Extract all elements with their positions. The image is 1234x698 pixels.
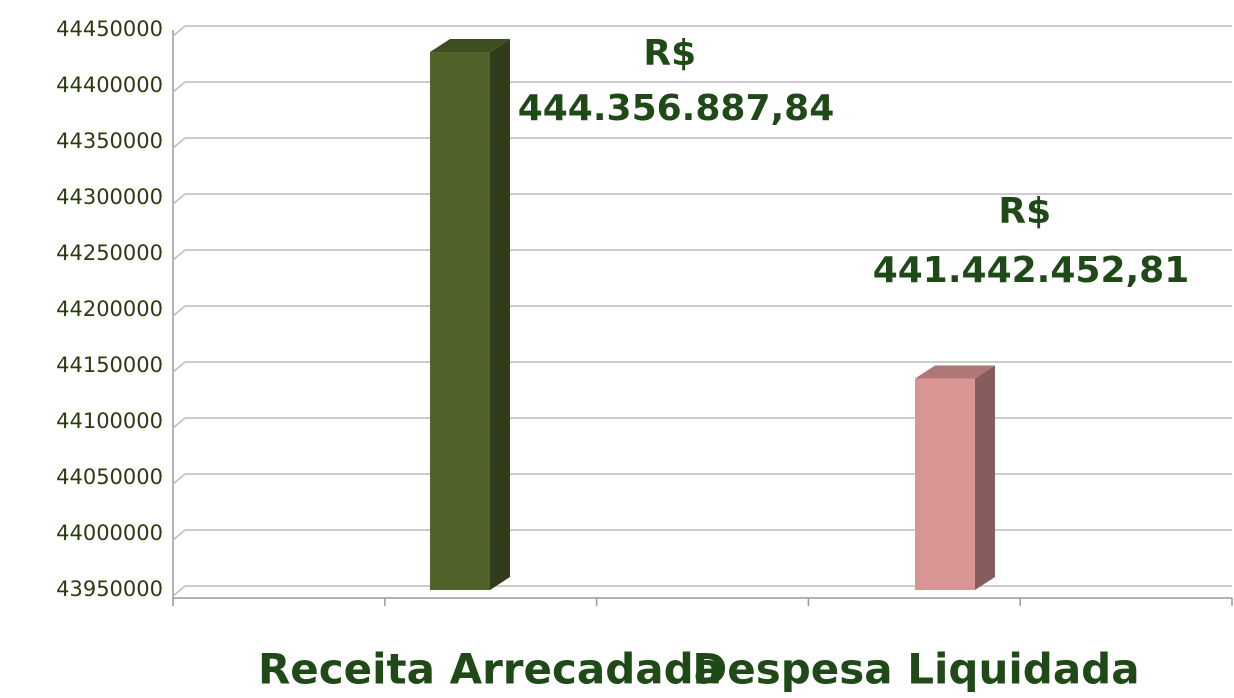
y-tick-label: 43950000 (56, 577, 163, 601)
bar-side (490, 39, 510, 590)
y-tick-label: 44100000 (56, 409, 163, 433)
y-tick-label: 44000000 (56, 521, 163, 545)
grid-diag (172, 417, 186, 429)
y-tick-label: 44250000 (56, 241, 163, 265)
grid-diag (172, 529, 186, 541)
grid-diag (172, 361, 186, 373)
grid-diag (172, 249, 186, 261)
y-tick-label: 44350000 (56, 129, 163, 153)
y-tick-label: 44300000 (56, 185, 163, 209)
y-tick-label: 44150000 (56, 353, 163, 377)
y-tick-label: 44050000 (56, 465, 163, 489)
grid-diag (172, 81, 186, 93)
grid-diag (172, 305, 186, 317)
grid-diag (172, 137, 186, 149)
bar-top (915, 365, 995, 379)
bar-top (430, 39, 510, 53)
bar-side (975, 365, 995, 590)
grid-diag (172, 25, 186, 37)
y-tick-label: 44400000 (56, 73, 163, 97)
data-label: R$ 441.442.452,81 (873, 191, 1190, 291)
y-tick-label: 44450000 (56, 17, 163, 41)
x-tick-label: Receita Arrecadada (258, 645, 722, 694)
data-label: R$ 444.356.887,84 (518, 33, 835, 129)
y-tick-label: 44200000 (56, 297, 163, 321)
grid-diag (172, 473, 186, 485)
x-tick-label: Despesa Liquidada (692, 645, 1139, 694)
grid-diag (172, 193, 186, 205)
bar (430, 52, 490, 590)
grid-diag (172, 585, 186, 597)
bar (915, 378, 975, 590)
